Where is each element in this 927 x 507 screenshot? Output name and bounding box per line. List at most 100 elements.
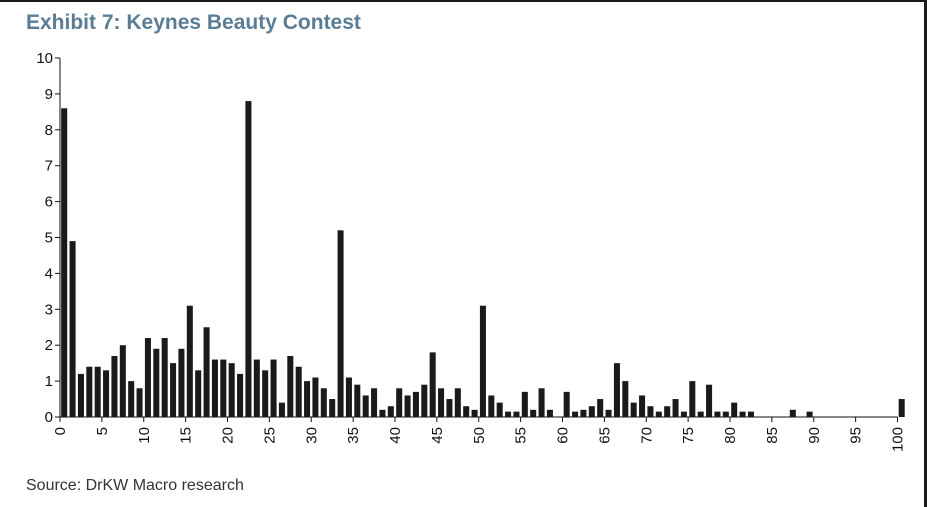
bar (789, 409, 796, 417)
bar (295, 366, 302, 417)
x-tick-label: 0 (52, 427, 69, 435)
bar (463, 406, 470, 417)
y-axis: 0 1 2 3 4 5 6 7 8 9 10 (36, 50, 61, 426)
x-tick-label: 20 (220, 427, 237, 444)
bar (270, 359, 277, 417)
bar (530, 409, 537, 417)
bar (287, 355, 294, 417)
bar (806, 411, 813, 417)
bar (739, 411, 746, 417)
bar (572, 411, 579, 417)
bar (211, 359, 218, 417)
bar (253, 359, 260, 417)
chart-title: Exhibit 7: Keynes Beauty Contest (26, 11, 361, 34)
bar (103, 370, 110, 417)
x-tick-label: 100 (890, 427, 907, 452)
x-tick-label: 50 (471, 427, 488, 444)
x-tick-label: 35 (345, 427, 362, 444)
bar (647, 406, 654, 417)
bar (228, 363, 235, 417)
bar (387, 406, 394, 417)
y-tick-label: 10 (36, 50, 53, 67)
x-tick-label: 75 (680, 427, 697, 444)
bar (479, 305, 486, 417)
bar (731, 402, 738, 417)
bar (513, 411, 520, 417)
x-tick-label: 90 (806, 427, 823, 444)
bar (320, 388, 327, 417)
x-tick-label: 55 (513, 427, 530, 444)
bar (689, 381, 696, 417)
bar (220, 359, 227, 417)
y-tick-label: 0 (45, 409, 53, 426)
y-tick-label: 8 (45, 122, 53, 139)
bar (655, 411, 662, 417)
bar (588, 406, 595, 417)
bar (521, 391, 528, 417)
x-tick-label: 80 (722, 427, 739, 444)
bar (722, 411, 729, 417)
x-tick-label: 30 (303, 427, 320, 444)
bar (345, 377, 352, 417)
y-tick-label: 4 (45, 265, 53, 282)
x-tick-label: 45 (429, 427, 446, 444)
y-tick-label: 9 (45, 86, 53, 103)
x-tick-label: 95 (848, 427, 865, 444)
bar (111, 355, 118, 417)
bar (278, 402, 285, 417)
bar (898, 399, 905, 417)
y-tick-label: 1 (45, 373, 53, 390)
source-note: Source: DrKW Macro research (26, 477, 244, 494)
bar (454, 388, 461, 417)
bar (630, 402, 637, 417)
bar (429, 352, 436, 417)
bar (404, 395, 411, 417)
bar (680, 411, 687, 417)
bar (77, 373, 84, 417)
bar (128, 381, 135, 417)
bar (337, 230, 344, 417)
bar (61, 108, 68, 417)
frame-top-border (0, 0, 927, 2)
x-tick-label: 25 (261, 427, 278, 444)
x-tick-label: 15 (178, 427, 195, 444)
bar (379, 409, 386, 417)
bar (639, 395, 646, 417)
bar (613, 363, 620, 417)
bar (119, 345, 126, 417)
bar (747, 411, 754, 417)
x-tick-label: 65 (596, 427, 613, 444)
frame-right-border (924, 0, 927, 507)
bar (438, 388, 445, 417)
bar (563, 391, 570, 417)
bar (597, 399, 604, 417)
bar (488, 395, 495, 417)
bar (706, 384, 713, 417)
x-tick-label: 5 (94, 427, 111, 435)
x-tick-label: 40 (387, 427, 404, 444)
bar (136, 388, 143, 417)
bar (697, 411, 704, 417)
x-tick-label: 60 (555, 427, 572, 444)
bar (371, 388, 378, 417)
bar (94, 366, 101, 417)
bar (362, 395, 369, 417)
bar (672, 399, 679, 417)
bar (86, 366, 93, 417)
bar (153, 348, 160, 417)
x-tick-label: 85 (764, 427, 781, 444)
y-tick-label: 2 (45, 337, 53, 354)
bar (304, 381, 311, 417)
bar (354, 384, 361, 417)
bar (245, 101, 252, 417)
x-axis: 0 5 10 15 20 25 30 35 40 45 50 55 60 65 70 75 80 85 90 95 10… (52, 416, 907, 452)
bar (664, 406, 671, 417)
bar (144, 338, 151, 417)
bar (546, 409, 553, 417)
bar (538, 388, 545, 417)
bar (471, 409, 478, 417)
bar (69, 241, 76, 417)
bar (195, 370, 202, 417)
y-tick-label: 7 (45, 158, 53, 175)
